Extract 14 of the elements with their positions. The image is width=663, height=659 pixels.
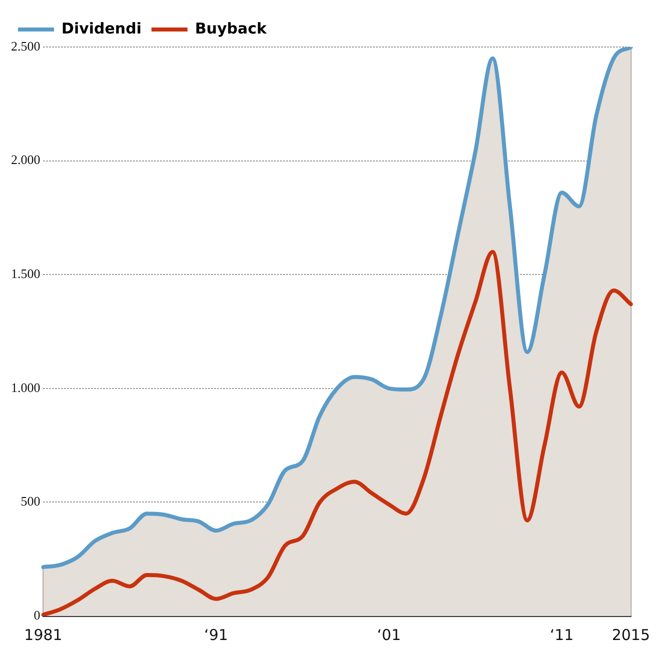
y-tick-label: 0 [34, 607, 40, 622]
y-tick-label: 500 [20, 494, 40, 509]
y-tick-label: 1.500 [11, 266, 40, 282]
line-series [41, 250, 633, 616]
legend-label: Buyback [194, 19, 268, 38]
x-tick-label: 1981 [24, 626, 62, 644]
y-tick-label: 2.000 [11, 152, 40, 168]
legend-label: Dividendi [62, 19, 142, 38]
y-tick-label: 1.000 [11, 380, 40, 395]
x-tick-label: ‘01 [377, 626, 401, 644]
x-tick-label: ‘11 [550, 626, 574, 644]
y-tick-label: 2.500 [11, 38, 40, 54]
x-tick-label: 2015 [612, 626, 650, 644]
x-tick-label: ‘91 [204, 626, 228, 644]
